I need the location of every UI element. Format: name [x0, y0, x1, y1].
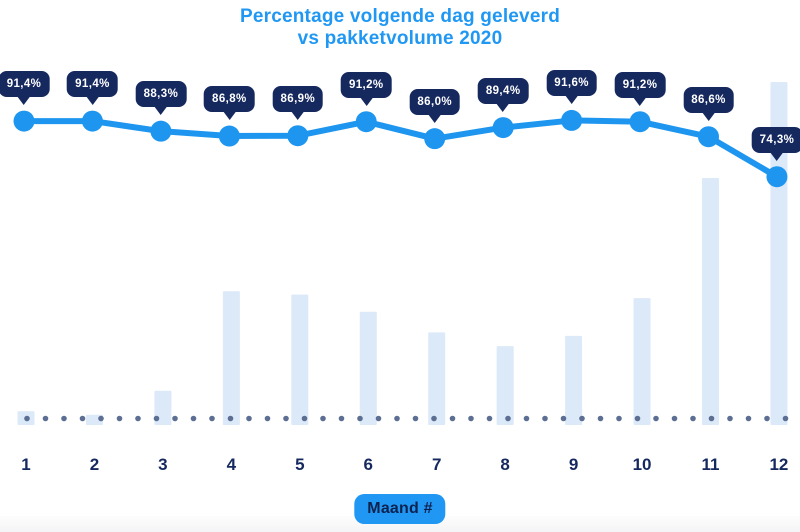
baseline-dot [116, 415, 123, 422]
baseline-dot [42, 415, 49, 422]
data-label-tooltip: 88,3% [135, 81, 187, 116]
baseline-dot [634, 415, 641, 422]
baseline-dot [782, 415, 789, 422]
data-point-marker[interactable] [629, 111, 651, 133]
data-label-tooltip: 91,6% [546, 70, 597, 105]
chart-title: Percentage volgende dag geleverd vs pakk… [0, 6, 800, 50]
x-axis-label: 4 [226, 455, 237, 474]
baseline-dot [283, 415, 289, 422]
data-label-tooltip: 89,4% [477, 77, 529, 112]
baseline-dot [246, 415, 252, 422]
x-axis-title-badge: Maand # [354, 494, 446, 524]
volume-bar[interactable] [154, 390, 172, 425]
chart-title-line1: Percentage volgende dag geleverd [239, 6, 560, 27]
baseline-dot [708, 415, 715, 422]
volume-bar[interactable] [359, 311, 377, 425]
x-axis-label: 7 [431, 455, 442, 474]
baseline-dot [727, 415, 733, 422]
data-point-marker[interactable] [561, 109, 583, 131]
data-label-tooltip: 86,0% [409, 88, 460, 123]
x-axis-label: 3 [158, 455, 168, 474]
baseline-dot [79, 415, 86, 422]
data-label-tooltip: 86,9% [272, 85, 324, 120]
x-axis-label: 1 [21, 455, 31, 474]
volume-bar[interactable] [565, 335, 583, 425]
chart-title-line2: vs pakketvolume 2020 [297, 28, 503, 49]
data-point-marker[interactable] [287, 125, 309, 147]
x-axis-label: 11 [701, 455, 720, 474]
baseline-dot [486, 415, 493, 422]
baseline-dot [764, 415, 770, 422]
data-point-marker[interactable] [492, 117, 514, 139]
data-label-tooltip: 86,8% [204, 86, 255, 121]
data-point-marker[interactable] [355, 111, 377, 133]
data-point-marker[interactable] [150, 120, 172, 142]
x-axis-label: 9 [568, 455, 579, 474]
data-label-tooltip: 86,6% [683, 86, 734, 121]
percentage-line [21, 117, 780, 180]
baseline-dot [468, 415, 474, 422]
baseline-dot [671, 415, 678, 422]
baseline-dot [190, 415, 197, 422]
baseline-dot [745, 415, 752, 422]
data-point-marker[interactable] [424, 128, 446, 150]
baseline-dot [338, 415, 345, 422]
volume-bar[interactable] [702, 178, 719, 425]
baseline-dot [616, 415, 622, 422]
baseline-dot [301, 415, 308, 422]
baseline-dot [597, 415, 604, 422]
x-axis-label: 6 [363, 455, 373, 474]
volume-bar[interactable] [633, 298, 651, 425]
data-label-tooltip: 91,2% [614, 71, 666, 106]
baseline-dot [357, 415, 363, 422]
volume-bar[interactable] [222, 291, 240, 425]
baseline-dot [449, 415, 456, 422]
x-axis-label: 10 [632, 455, 652, 474]
baseline-dot [412, 415, 419, 422]
x-axis-label: 12 [769, 455, 789, 474]
baseline-dot [61, 415, 67, 422]
baseline-dot [209, 415, 215, 422]
baseline-dot [505, 415, 511, 422]
data-label-tooltip: 91,4% [0, 71, 50, 106]
baseline-dot [172, 415, 178, 422]
data-point-marker[interactable] [766, 166, 788, 188]
x-axis-label: 5 [295, 455, 305, 474]
page-bottom-strip [0, 516, 800, 532]
volume-bar[interactable] [496, 346, 514, 425]
baseline-dot [431, 415, 437, 422]
data-point-marker[interactable] [13, 110, 35, 132]
chart-plot [13, 82, 789, 425]
baseline-dot [542, 415, 548, 422]
volume-bar[interactable] [428, 332, 446, 425]
baseline-dot [153, 415, 160, 422]
data-point-marker[interactable] [698, 126, 719, 148]
data-label-tooltip: 74,3% [751, 126, 800, 161]
baseline-dot [227, 415, 234, 422]
volume-bar[interactable] [291, 294, 309, 425]
baseline-dot [320, 415, 326, 422]
baseline-dot [394, 415, 400, 422]
data-point-marker[interactable] [218, 125, 240, 147]
data-point-marker[interactable] [81, 110, 103, 132]
data-label-tooltip: 91,2% [340, 71, 392, 106]
baseline-dot [264, 415, 271, 422]
x-axis-label: 8 [500, 455, 510, 474]
x-axis-label: 2 [89, 455, 100, 474]
data-label-tooltip: 91,4% [67, 71, 118, 106]
baseline-dot [98, 415, 104, 422]
baseline-dot [135, 415, 141, 422]
baseline-dot [653, 415, 659, 422]
baseline-dot [579, 415, 585, 422]
baseline-dot [523, 415, 530, 422]
baseline-dot [375, 415, 382, 422]
baseline-dot [24, 415, 30, 422]
baseline-dot [560, 415, 567, 422]
baseline-dot [690, 415, 696, 422]
